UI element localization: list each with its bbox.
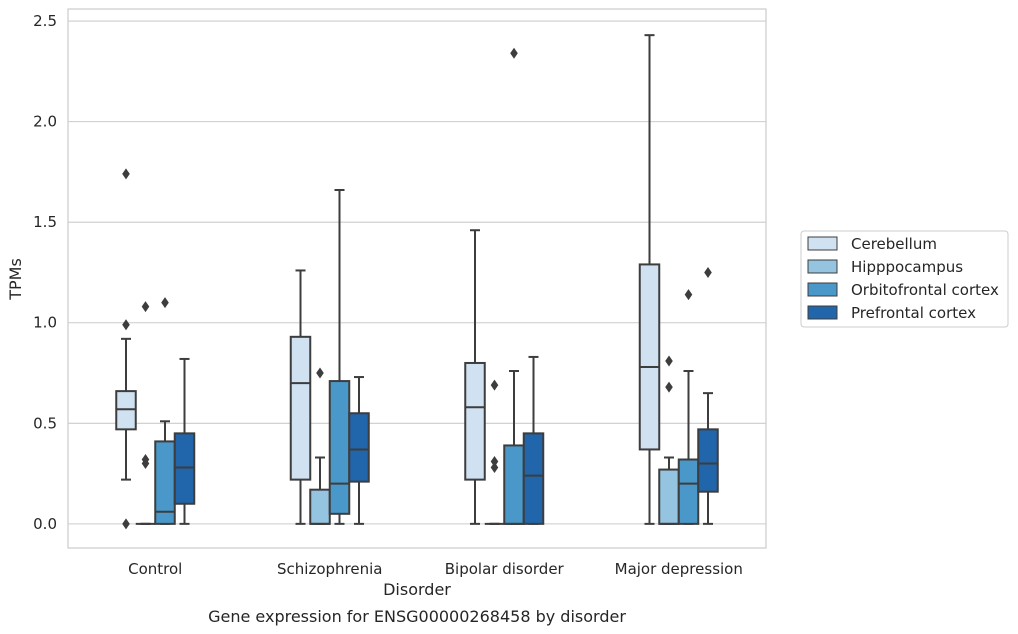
legend-swatch (807, 305, 838, 320)
y-tick-label: 2.0 (33, 113, 57, 131)
box-body (348, 412, 370, 483)
outlier-point (704, 266, 712, 278)
y-tick-label: 0.0 (33, 515, 57, 533)
legend: Cerebellum Hipppocampus Orbitofrontal cort… (800, 230, 1009, 328)
box (464, 229, 486, 525)
outlier-point (122, 518, 130, 530)
y-tick-label: 1.5 (33, 213, 57, 231)
figure-caption: Gene expression for ENSG00000268458 by d… (208, 607, 626, 626)
box (289, 269, 312, 525)
box (484, 379, 505, 525)
box-body (522, 432, 545, 525)
box-body (289, 335, 312, 481)
box (638, 34, 661, 525)
y-tick-label: 0.5 (33, 414, 57, 432)
box-body (677, 458, 700, 525)
box (115, 168, 137, 530)
box (522, 355, 545, 525)
box-body (638, 263, 661, 451)
legend-frame (800, 230, 1009, 328)
legend-swatch (807, 236, 838, 251)
outlier-point (122, 168, 130, 180)
outlier-point (684, 289, 693, 301)
outlier-point (665, 355, 673, 367)
box (348, 376, 370, 525)
outlier-point (141, 458, 150, 470)
outlier-point (490, 456, 499, 468)
box (697, 266, 719, 525)
box (135, 301, 156, 525)
x-axis-ticks: Control Schizophrenia Bipolar disorder Majo… (128, 560, 743, 578)
y-tick-label: 1.0 (33, 314, 57, 332)
outlier-point (665, 381, 673, 393)
legend-label: Prefrontal cortex (851, 304, 976, 322)
legend-swatch (807, 259, 838, 274)
plot-frame (67, 8, 767, 549)
outlier-point (490, 379, 499, 391)
y-axis-ticks: 0.0 0.5 1.0 1.5 2.0 2.5 (33, 12, 57, 533)
box-body (115, 390, 137, 431)
box (173, 357, 196, 525)
x-tick-label: Major depression (615, 560, 743, 578)
x-axis-title: Disorder (383, 580, 451, 599)
x-tick-label: Control (128, 560, 182, 578)
outlier-point (161, 297, 169, 309)
box-body (328, 380, 351, 515)
box (154, 297, 176, 525)
box-body (464, 361, 486, 481)
outlier-point (122, 319, 130, 331)
box-groups (115, 34, 719, 530)
box-body (658, 468, 680, 525)
box-body (309, 488, 331, 525)
legend-label: Hipppocampus (851, 258, 963, 276)
x-tick-label: Schizophrenia (277, 560, 382, 578)
legend-label: Orbitofrontal cortex (851, 281, 999, 299)
y-tick-label: 2.5 (33, 12, 57, 30)
legend-swatch (807, 282, 838, 297)
outlier-point (490, 462, 499, 474)
x-tick-label: Bipolar disorder (445, 560, 565, 578)
outlier-point (316, 367, 324, 379)
legend-label: Cerebellum (851, 235, 937, 253)
box-body (697, 428, 719, 493)
box-body (173, 432, 196, 505)
y-axis-title: TPMs (6, 258, 25, 301)
box-body (503, 444, 525, 525)
outlier-point (510, 47, 518, 59)
outlier-point (141, 301, 150, 313)
